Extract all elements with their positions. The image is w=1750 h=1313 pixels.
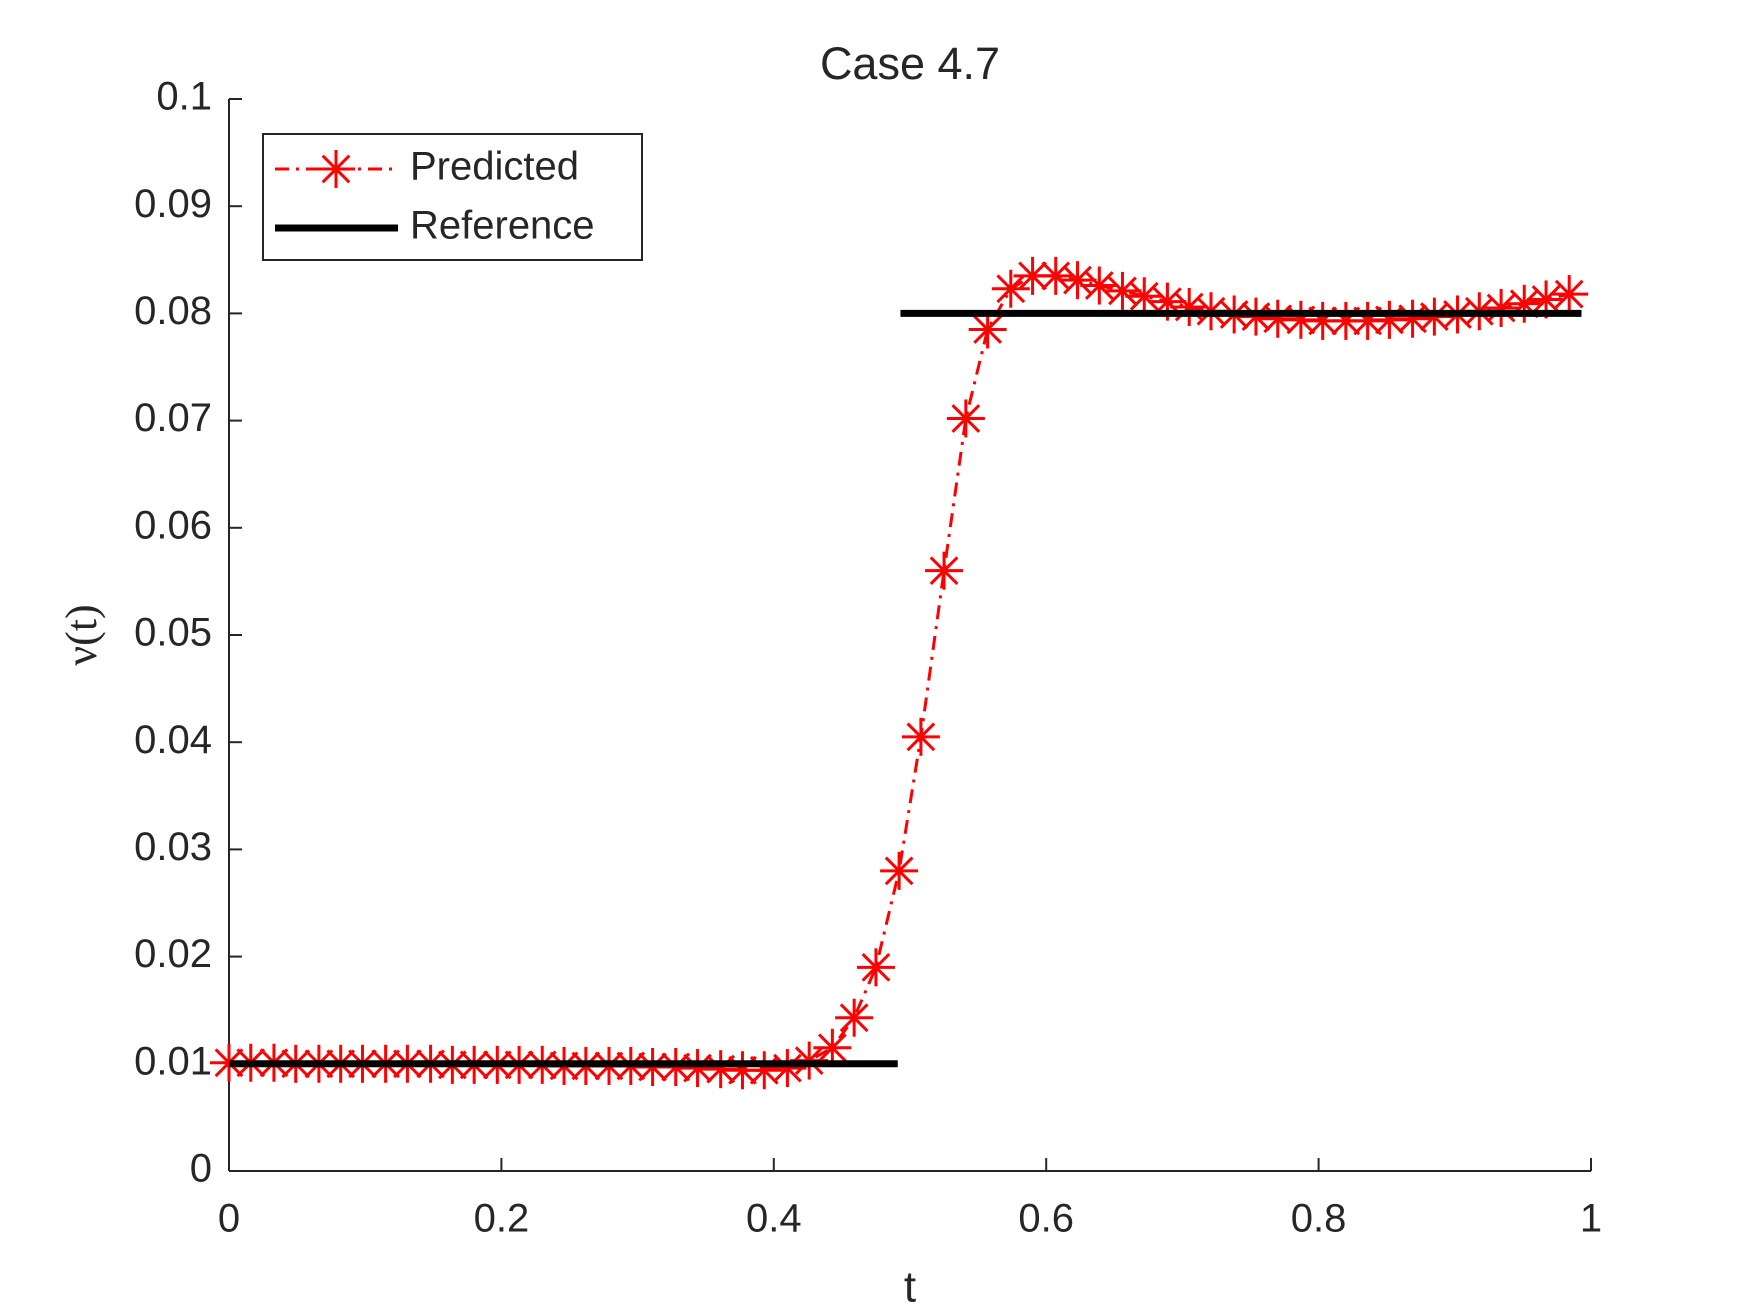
marker-stroke [951, 404, 981, 433]
legend-label: Predicted [410, 145, 579, 189]
point-marker [946, 399, 985, 438]
y-tick-label: 0.06 [134, 503, 212, 547]
point-marker [1080, 266, 1119, 305]
marker-stroke [973, 315, 1002, 344]
point-marker [901, 717, 940, 756]
point-marker [701, 1050, 740, 1089]
marker-stroke [884, 856, 914, 886]
y-tick-label: 0.01 [134, 1039, 212, 1083]
point-marker [1125, 277, 1164, 316]
legend-label: Reference [410, 204, 595, 248]
point-marker [1103, 271, 1142, 310]
y-tick-label: 0.09 [134, 182, 212, 226]
marker-stroke [1531, 285, 1561, 314]
point-marker [813, 1028, 852, 1067]
y-tick-label: 0.05 [134, 611, 212, 655]
y-tick-label: 0 [190, 1147, 212, 1191]
marker-stroke [683, 1053, 712, 1083]
legend-marker [317, 150, 355, 188]
series-line [229, 274, 1570, 1072]
marker-stroke [996, 274, 1026, 304]
x-tick-label: 0.4 [746, 1197, 802, 1241]
marker-stroke [1554, 279, 1584, 309]
marker-stroke [1129, 281, 1159, 311]
x-tick-label: 0.8 [1291, 1197, 1347, 1241]
y-tick-label: 0.08 [134, 289, 212, 333]
x-tick-label: 0.6 [1018, 1197, 1074, 1241]
y-tick-label: 0.04 [134, 718, 212, 762]
marker-stroke [1263, 304, 1293, 334]
marker-stroke [321, 154, 351, 184]
legend-box [262, 133, 643, 261]
x-tick-label: 1 [1580, 1197, 1602, 1241]
series-line [229, 309, 1582, 1068]
marker-stroke [818, 1033, 847, 1063]
point-marker [925, 551, 964, 590]
point-marker [1393, 299, 1432, 338]
x-tick-label: 0.2 [474, 1197, 530, 1241]
marker-stroke [706, 1054, 736, 1084]
y-tick-label: 0.02 [134, 932, 212, 976]
point-marker [835, 998, 874, 1037]
marker-stroke [1398, 304, 1427, 334]
marker-stroke [839, 1003, 869, 1033]
marker-stroke [1108, 276, 1137, 306]
chart-title: Case 4.7 [820, 38, 1000, 89]
point-marker [856, 948, 895, 987]
marker-stroke [1084, 271, 1114, 300]
y-tick-label: 0.03 [134, 825, 212, 869]
y-axis-label: ν(t) [57, 604, 106, 665]
marker-stroke [1486, 293, 1516, 323]
point-marker [1058, 261, 1097, 300]
point-marker [1482, 289, 1521, 328]
marker-stroke [861, 952, 891, 982]
y-tick-label: 0.07 [134, 396, 212, 440]
y-tick-label: 0.1 [156, 75, 212, 119]
marker-stroke [929, 556, 959, 586]
marker-stroke [906, 722, 936, 752]
marker-stroke [1018, 261, 1047, 291]
x-axis-label: t [904, 1263, 916, 1312]
point-marker [991, 269, 1030, 308]
point-marker [880, 851, 919, 890]
marker-stroke [1063, 265, 1092, 295]
x-tick-label: 0 [218, 1197, 240, 1241]
point-marker [1550, 275, 1589, 314]
